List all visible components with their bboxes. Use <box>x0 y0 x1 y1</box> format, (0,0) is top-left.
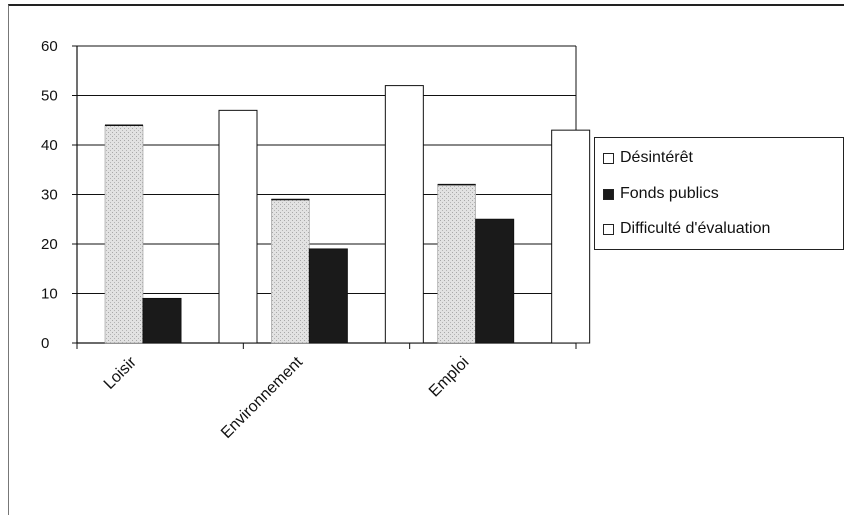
legend-label: Fonds publics <box>620 185 719 202</box>
legend-item: Désintérêt <box>603 146 693 170</box>
chart-frame <box>8 4 844 515</box>
bar <box>142 297 182 344</box>
legend-item: Fonds publics <box>603 182 719 206</box>
x-tick-label: Loisir <box>101 353 141 393</box>
bar <box>384 85 424 344</box>
bar <box>308 248 348 344</box>
bar <box>271 199 310 344</box>
bar <box>437 184 476 344</box>
legend-swatch <box>603 223 614 235</box>
legend-swatch <box>603 152 614 164</box>
bar <box>475 218 515 344</box>
y-tick-label: 40 <box>41 137 58 154</box>
legend-item: Difficulté d'évaluation <box>603 217 770 241</box>
y-tick-label: 50 <box>41 88 58 105</box>
y-tick-label: 20 <box>41 236 58 253</box>
legend-label: Difficulté d'évaluation <box>620 220 771 237</box>
bar <box>218 109 258 344</box>
y-tick-label: 0 <box>41 335 49 352</box>
legend: Désintérêt Fonds publics Difficulté d'év… <box>594 137 844 250</box>
bar <box>551 129 591 344</box>
bar <box>104 124 144 344</box>
legend-label: Désintérêt <box>620 149 693 166</box>
y-tick-label: 30 <box>41 187 58 204</box>
x-tick-label: Emploi <box>426 354 473 401</box>
x-tick-label: Environnement <box>218 353 307 442</box>
y-tick-label: 10 <box>41 286 58 303</box>
legend-swatch <box>603 188 614 200</box>
y-tick-label: 60 <box>41 38 58 55</box>
